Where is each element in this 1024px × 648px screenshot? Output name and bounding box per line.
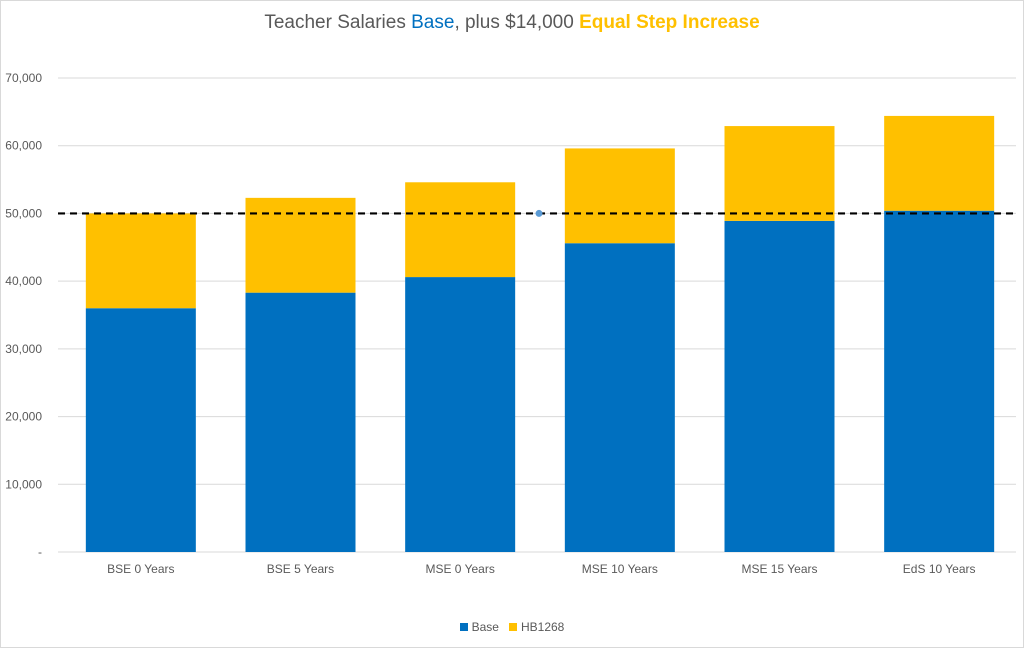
y-tick-label: 20,000 [5,410,42,424]
y-tick-label: 40,000 [5,274,42,288]
y-tick-label: 60,000 [5,139,42,153]
title-middle: , plus $14,000 [454,12,580,33]
bar-base [724,220,835,552]
legend-item-base: Base [459,620,499,634]
bar-increase [85,213,196,309]
title-prefix: Teacher Salaries [264,12,412,33]
bar-increase [564,148,675,244]
y-tick-label: 30,000 [5,342,42,356]
y-tick-label: - [38,545,42,559]
bar-increase [245,197,356,293]
bar-base [564,243,675,553]
chart-title: Teacher Salaries Base, plus $14,000 Equa… [0,12,1024,34]
bar-base [85,308,196,552]
bar-increase [884,115,995,211]
legend-item-increase: HB1268 [508,620,565,634]
y-tick-label: 70,000 [5,71,42,85]
bar-base [884,210,995,552]
bar-increase [724,126,835,221]
title-base-word: Base [411,12,455,33]
x-tick-label: BSE 5 Years [267,562,334,576]
x-tick-label: MSE 15 Years [741,562,817,576]
legend-swatch-base [459,623,468,631]
legend: Base HB1268 [0,620,1024,634]
legend-swatch-increase [508,623,517,631]
x-tick-label: BSE 0 Years [107,562,174,576]
legend-label-increase: HB1268 [520,620,565,634]
y-tick-label: 10,000 [5,477,42,491]
reference-marker [535,209,543,217]
bar-base [405,277,516,552]
bar-base [245,292,356,552]
legend-label-base: Base [471,620,499,634]
bar-increase [405,182,516,278]
title-increase-word: Equal Step Increase [579,12,760,33]
x-tick-label: MSE 10 Years [582,562,658,576]
x-tick-label: MSE 0 Years [425,562,494,576]
x-tick-label: EdS 10 Years [903,562,976,576]
y-tick-label: 50,000 [5,206,42,220]
